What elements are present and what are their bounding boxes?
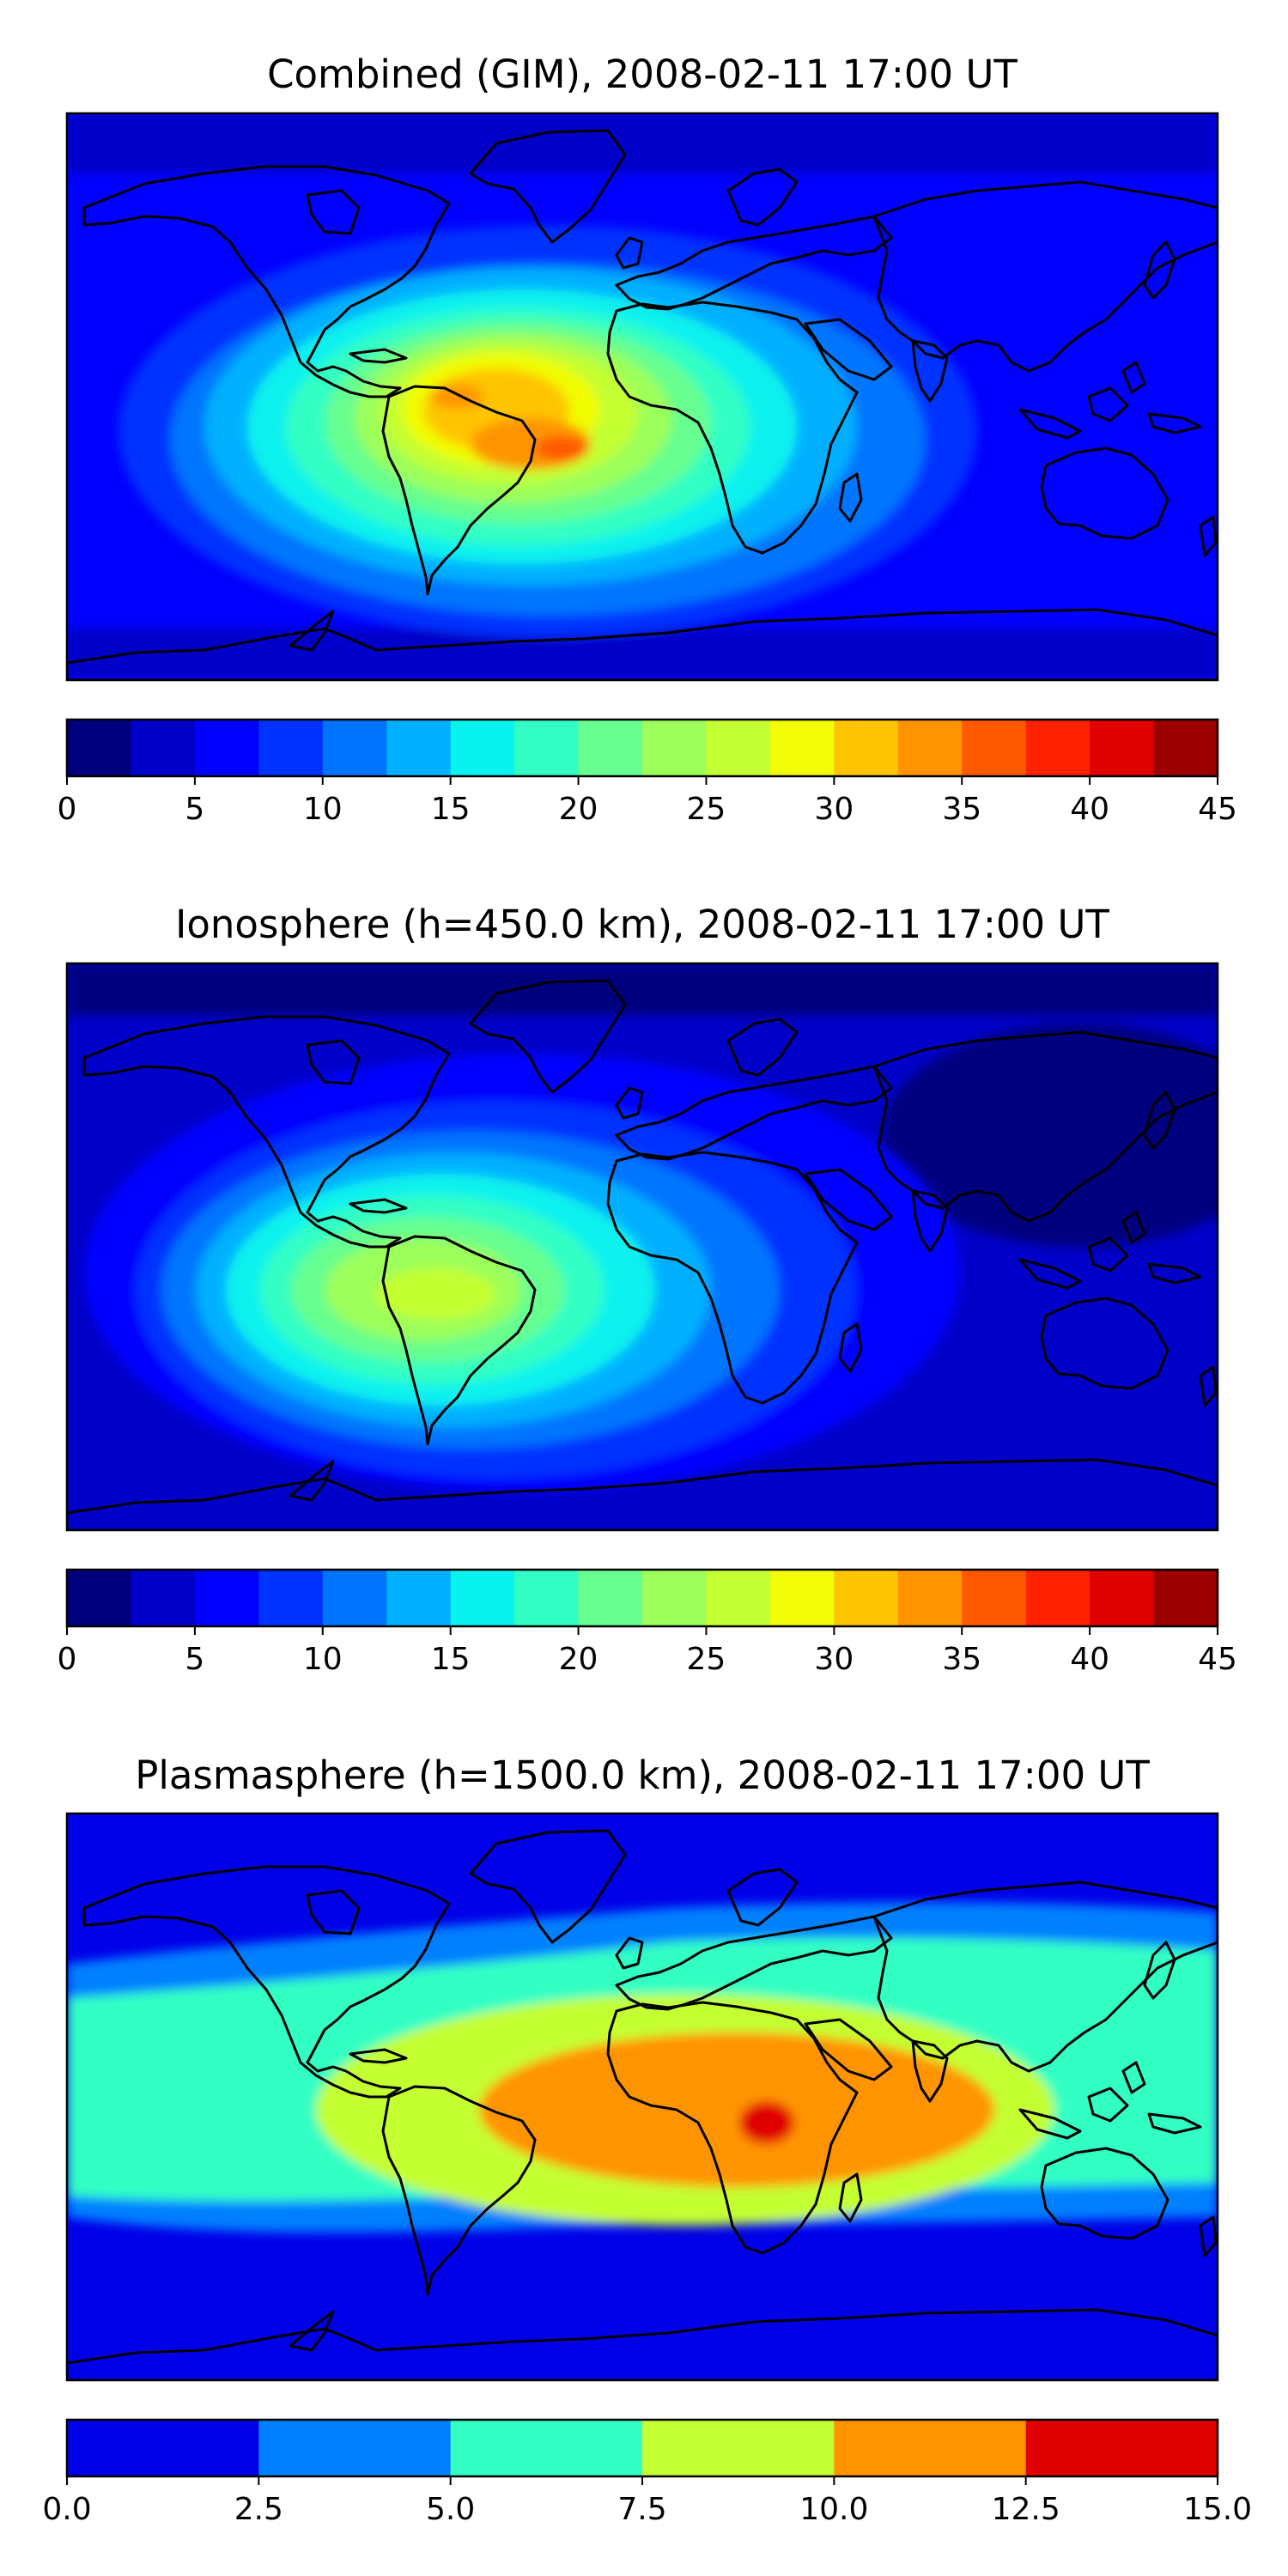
colorbar-swatch [258, 1570, 324, 1626]
colorbar-frame [65, 1568, 1219, 1628]
colorbar-swatch [897, 1570, 963, 1626]
colorbar-tick-label: 40 [1070, 1642, 1109, 1677]
colorbar-tick-label: 0 [58, 1642, 77, 1677]
colorbar-tick-label: 25 [687, 1642, 726, 1677]
colorbar-tick-label: 35 [942, 792, 981, 827]
colorbar-tick-label: 15 [431, 792, 471, 827]
colorbar-tick-label: 5 [185, 792, 204, 827]
colorbar-swatch [386, 1570, 452, 1626]
colorbar-tick-label: 15 [431, 1642, 471, 1677]
colorbar-swatch [131, 1570, 196, 1626]
colorbar-tick-label: 10 [303, 792, 343, 827]
colorbar-tick-label: 35 [942, 1642, 981, 1677]
colorbar-swatch [131, 720, 196, 776]
colorbar-swatch [1090, 720, 1155, 776]
colorbar-plasmasphere: 0.0 2.5 5.0 7.5 10.0 12.5 15.0 [42, 2418, 1252, 2527]
ionosphere-map [67, 963, 1218, 1530]
colorbar-swatch [322, 1570, 387, 1626]
colorbar-swatch [1025, 720, 1091, 776]
colorbar-swatch [258, 720, 324, 776]
colorbar-tick-label: 20 [559, 1642, 598, 1677]
plasmasphere-map [67, 1814, 1218, 2380]
colorbar-swatch [642, 720, 708, 776]
colorbar-swatch [834, 1570, 899, 1626]
colorbar-swatch [514, 720, 580, 776]
map-title: Combined (GIM), 2008-02-11 17:00 UT [267, 52, 1018, 97]
colorbar-tick-label: 10 [303, 1642, 343, 1677]
colorbar-swatch [386, 720, 452, 776]
colorbar-swatch [1025, 2420, 1218, 2476]
colorbar-swatch [514, 1570, 580, 1626]
colorbar-tick-label: 45 [1198, 792, 1237, 827]
colorbar-swatch [67, 720, 132, 776]
colorbar-swatch [67, 1570, 132, 1626]
colorbar-swatch [1153, 1570, 1218, 1626]
colorbar-swatch [1025, 1570, 1091, 1626]
colorbar-tick-label: 15.0 [1183, 2492, 1252, 2527]
colorbar-swatch [194, 720, 259, 776]
colorbar-swatch [642, 2420, 835, 2476]
colorbar-ionosphere: 0 5 10 15 20 25 30 35 40 45 [58, 1568, 1237, 1677]
colorbar-tick-label: 5 [185, 1642, 204, 1677]
colorbar-tick-label: 5.0 [426, 2492, 475, 2527]
colorbar-swatch [578, 720, 643, 776]
colorbar-swatch [322, 720, 387, 776]
colorbar-swatch [706, 720, 771, 776]
colorbar-swatch [578, 1570, 643, 1626]
colorbar-tick-label: 40 [1070, 792, 1109, 827]
colorbar-swatch [450, 720, 515, 776]
colorbar-swatch [962, 720, 1027, 776]
colorbar-frame [65, 718, 1219, 778]
colorbar-swatch [897, 720, 963, 776]
colorbar-tick-label: 12.5 [992, 2492, 1060, 2527]
colorbar-tick-label: 45 [1198, 1642, 1237, 1677]
combined-map [67, 113, 1218, 680]
colorbar-tick-label: 0.0 [42, 2492, 91, 2527]
colorbar-swatch [769, 720, 835, 776]
colorbar-swatch [194, 1570, 259, 1626]
map-title: Ionosphere (h=450.0 km), 2008-02-11 17:0… [175, 902, 1109, 947]
colorbar-tick-label: 7.5 [617, 2492, 666, 2527]
colorbar-swatch [962, 1570, 1027, 1626]
colorbar-combined: 0 5 10 15 20 25 30 35 40 45 [58, 718, 1237, 827]
colorbar-swatch [258, 2420, 452, 2476]
colorbar-swatch [706, 1570, 771, 1626]
colorbar-tick-label: 2.5 [234, 2492, 283, 2527]
colorbar-tick-label: 30 [814, 1642, 854, 1677]
colorbar-swatch [769, 1570, 835, 1626]
colorbar-tick-label: 10.0 [799, 2492, 868, 2527]
colorbar-tick-label: 0 [58, 792, 77, 827]
colorbar-swatch [67, 2420, 259, 2476]
colorbar-swatch [834, 2420, 1027, 2476]
colorbar-swatch [450, 1570, 515, 1626]
map-title: Plasmasphere (h=1500.0 km), 2008-02-11 1… [135, 1753, 1150, 1798]
colorbar-swatch [642, 1570, 708, 1626]
colorbar-tick-label: 20 [559, 792, 598, 827]
colorbar-swatch [834, 720, 899, 776]
colorbar-swatch [450, 2420, 643, 2476]
colorbar-tick-label: 25 [687, 792, 726, 827]
colorbar-swatch [1153, 720, 1218, 776]
colorbar-swatch [1090, 1570, 1155, 1626]
colorbar-tick-label: 30 [814, 792, 854, 827]
